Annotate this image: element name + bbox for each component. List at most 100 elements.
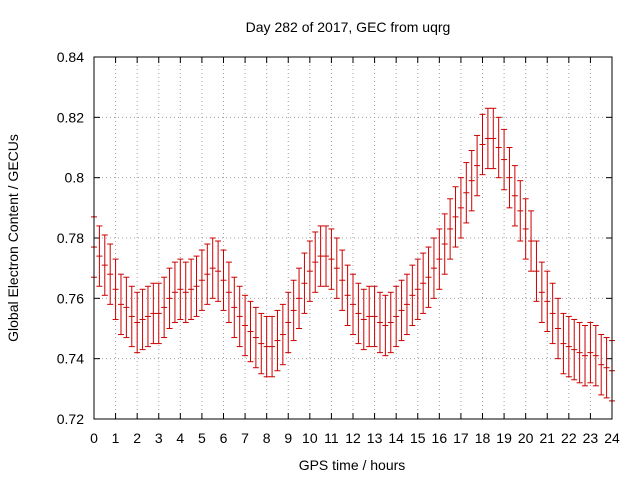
x-tick-label: 21 xyxy=(539,430,555,446)
error-bar xyxy=(301,252,308,314)
error-bar xyxy=(517,180,524,242)
error-bar xyxy=(177,258,184,320)
error-bar xyxy=(360,288,367,351)
error-bar xyxy=(398,279,405,342)
x-tick-label: 23 xyxy=(583,430,599,446)
error-bar xyxy=(495,116,502,179)
error-bar xyxy=(263,315,270,378)
error-bar xyxy=(242,294,249,357)
error-bar xyxy=(441,213,448,275)
error-bar xyxy=(123,276,130,339)
x-tick-label: 14 xyxy=(388,430,404,446)
error-bar xyxy=(355,282,362,345)
error-bar xyxy=(290,279,297,342)
error-bar xyxy=(236,285,243,348)
error-bar xyxy=(312,231,319,293)
y-axis-label: Global Electron Content / GECUs xyxy=(5,134,21,342)
x-tick-label: 13 xyxy=(367,430,383,446)
y-tick-label: 0.84 xyxy=(57,49,84,65)
error-bar xyxy=(425,246,432,308)
error-bar xyxy=(576,321,583,384)
error-bar xyxy=(339,249,346,311)
error-bar xyxy=(155,282,162,345)
error-bar xyxy=(598,334,605,396)
error-bar xyxy=(506,147,513,209)
error-bar xyxy=(490,107,497,170)
error-bar xyxy=(538,261,545,323)
error-bar xyxy=(96,225,103,287)
x-tick-label: 8 xyxy=(263,430,271,446)
x-axis-label: GPS time / hours xyxy=(299,457,406,473)
y-tick-label: 0.78 xyxy=(57,230,84,246)
error-bar xyxy=(112,258,119,320)
error-bar xyxy=(522,198,529,260)
error-bar xyxy=(463,162,470,224)
error-bar xyxy=(468,150,475,212)
error-bar xyxy=(193,255,200,317)
error-bar xyxy=(528,210,535,272)
x-tick-label: 2 xyxy=(133,430,141,446)
error-bar xyxy=(587,321,594,384)
x-tick-label: 10 xyxy=(302,430,318,446)
grid xyxy=(94,57,612,419)
error-bar xyxy=(231,276,238,339)
y-tick-label: 0.74 xyxy=(57,351,84,367)
error-bar xyxy=(484,107,491,170)
error-bar xyxy=(479,113,486,176)
axis-ticks xyxy=(93,56,613,420)
error-bar xyxy=(269,315,276,378)
x-tick-label: 3 xyxy=(155,430,163,446)
error-bar xyxy=(204,243,211,305)
error-bar xyxy=(393,285,400,348)
x-tick-label: 5 xyxy=(198,430,206,446)
error-bar xyxy=(474,134,481,197)
x-tick-label: 17 xyxy=(453,430,469,446)
error-bar xyxy=(414,258,421,320)
error-bar xyxy=(371,285,378,348)
error-bar xyxy=(296,267,303,329)
error-bar xyxy=(565,315,572,378)
x-tick-label: 19 xyxy=(496,430,512,446)
error-bar xyxy=(139,288,146,351)
y-tick-label: 0.82 xyxy=(57,109,84,125)
error-bar xyxy=(555,297,562,360)
x-tick-label: 0 xyxy=(90,430,98,446)
error-bar xyxy=(333,237,340,299)
error-bar xyxy=(182,261,189,323)
x-tick-labels: 0 1 2 3 4 5 6 7 8 9 10 11 12 13 14 15 16 17 18 19 20 21 22 23 24 xyxy=(90,430,620,446)
x-tick-label: 9 xyxy=(284,430,292,446)
error-bar xyxy=(144,285,151,348)
error-bar xyxy=(198,249,205,311)
error-bar xyxy=(247,300,254,363)
error-bar xyxy=(603,337,610,399)
error-bar xyxy=(501,128,508,191)
error-bar xyxy=(285,291,292,354)
x-tick-label: 7 xyxy=(241,430,249,446)
error-bar xyxy=(533,240,540,302)
error-bar xyxy=(220,249,227,311)
error-bar xyxy=(128,285,135,348)
error-bar xyxy=(279,303,286,366)
x-tick-label: 16 xyxy=(432,430,448,446)
error-bar xyxy=(511,165,518,227)
error-bar xyxy=(387,291,394,354)
error-bar xyxy=(457,177,464,239)
error-bar xyxy=(409,264,416,326)
error-bar xyxy=(452,186,459,248)
error-bar xyxy=(161,276,168,339)
error-bar xyxy=(166,267,173,329)
x-tick-label: 6 xyxy=(220,430,228,446)
error-bar xyxy=(582,324,589,387)
x-tick-label: 24 xyxy=(604,430,620,446)
error-bar xyxy=(366,285,373,348)
error-bar xyxy=(215,240,222,302)
error-bar xyxy=(274,309,281,372)
error-bar xyxy=(376,291,383,354)
error-bar xyxy=(560,312,567,375)
error-bar xyxy=(188,258,195,320)
error-bar xyxy=(403,273,410,336)
error-bar xyxy=(344,264,351,326)
error-bar xyxy=(544,270,551,333)
error-bars xyxy=(91,107,615,402)
x-tick-label: 15 xyxy=(410,430,426,446)
